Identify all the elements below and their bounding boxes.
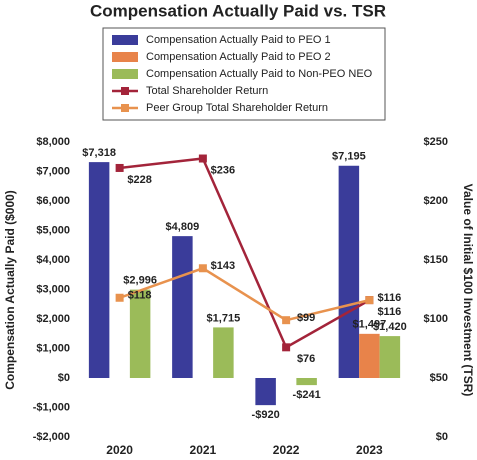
line-point [115,163,124,172]
y2-tick-label: $250 [424,136,448,148]
y-tick-label: $4,000 [36,254,70,266]
bar-value-label: $2,996 [123,275,157,287]
bar [338,165,360,378]
y-tick-label: $2,000 [36,313,70,325]
y-axis-title: Compensation Actually Paid ($000) [3,190,17,390]
line [119,157,370,350]
legend-swatch [121,87,129,95]
line-point [115,293,124,302]
bar [88,162,110,378]
legend-swatch [112,52,138,62]
line-value-label: $116 [377,292,401,304]
bar [296,378,317,386]
bar-value-label: -$241 [293,389,321,401]
legend-label: Compensation Actually Paid to PEO 2 [146,51,331,63]
y-tick-label: $0 [58,372,70,384]
line-value-label: $76 [297,353,315,365]
y2-tick-label: $100 [424,313,448,325]
line-value-label: $99 [297,312,315,324]
line-point [365,296,374,305]
bar-value-label: $7,195 [332,151,366,163]
bar-value-label: $1,420 [373,321,407,333]
bar [213,327,234,378]
line-value-label: $116 [377,306,401,318]
bar [255,378,276,406]
line-value-label: $236 [211,164,235,176]
line-point [198,264,207,273]
legend-box [102,27,386,121]
y-tick-label: -$1,000 [33,401,70,413]
bar-value-label: $4,809 [166,221,200,233]
line-value-label: $118 [128,290,152,302]
x-tick-label: 2021 [190,443,217,457]
bar-value-label: $1,715 [207,312,241,324]
y2-tick-label: $50 [430,372,448,384]
line [119,266,370,322]
legend-swatch [112,35,138,45]
bar [172,236,193,378]
bar [379,336,401,378]
y-tick-label: $6,000 [36,195,70,207]
legend-swatch [121,104,129,112]
y2-tick-label: $150 [424,254,448,266]
y-tick-label: $7,000 [36,165,70,177]
y-tick-label: $1,000 [36,342,70,354]
y-tick-label: -$2,000 [33,431,70,443]
y-tick-label: $3,000 [36,283,70,295]
legend-label: Total Shareholder Return [146,85,268,97]
bar [129,289,151,378]
x-tick-label: 2023 [356,443,383,457]
bar-value-label: $1,497 [353,319,387,331]
chart-title: Compensation Actually Paid vs. TSR [90,1,386,20]
y2-axis-title: Value of Initial $100 Investment (TSR) [461,184,475,397]
legend-label: Compensation Actually Paid to PEO 1 [146,34,331,46]
bar-value-label: -$920 [252,409,280,421]
line-point [282,316,291,325]
legend-label: Peer Group Total Shareholder Return [146,102,328,114]
y-tick-label: $8,000 [36,136,70,148]
bar [359,333,380,378]
x-tick-label: 2020 [106,443,133,457]
y2-tick-label: $200 [424,195,448,207]
line-value-label: $143 [211,260,235,272]
bar-value-label: $7,318 [82,147,116,159]
legend-label: Compensation Actually Paid to Non-PEO NE… [146,68,373,80]
line-point [198,154,207,163]
x-tick-label: 2022 [273,443,300,457]
y2-tick-label: $0 [436,431,448,443]
line-value-label: $228 [127,174,151,186]
line-point [282,343,291,352]
y-tick-label: $5,000 [36,224,70,236]
legend-swatch [112,69,138,79]
